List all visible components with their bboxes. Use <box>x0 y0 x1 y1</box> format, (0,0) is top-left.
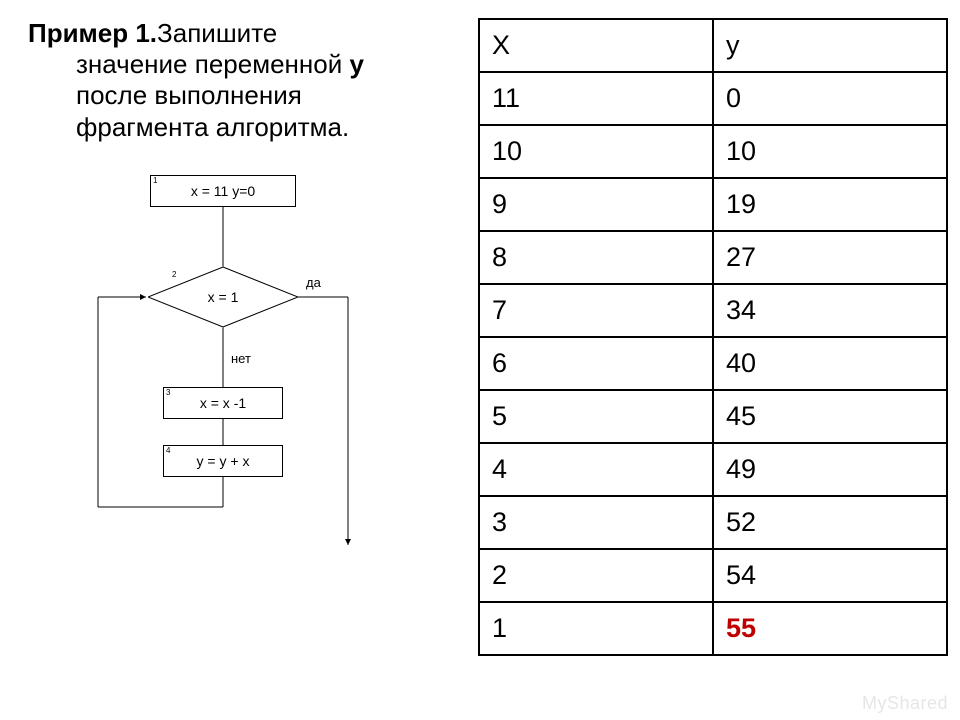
flowchart: 1 x = 11 y=0 2 x = 1 да нет 3 x = x -1 <box>88 167 408 567</box>
table-cell: 10 <box>713 125 947 178</box>
table-cell: 4 <box>479 443 713 496</box>
table-header-cell: y <box>713 19 947 72</box>
table-cell: 7 <box>479 284 713 337</box>
flowchart-box-4: 4 y = y + x <box>163 445 283 477</box>
box4-text: y = y + x <box>197 453 250 469</box>
table-cell: 0 <box>713 72 947 125</box>
box3-text: x = x -1 <box>200 395 246 411</box>
table-cell: 1 <box>479 602 713 655</box>
flowchart-box-1: 1 x = 11 y=0 <box>150 175 296 207</box>
flowchart-decision: 2 x = 1 <box>148 267 298 327</box>
watermark: MyShared <box>862 693 948 714</box>
trace-table: Xy1101010919827734640545449352254155 <box>478 18 948 656</box>
table-cell: 8 <box>479 231 713 284</box>
box1-text: x = 11 y=0 <box>191 183 255 199</box>
table-cell: 3 <box>479 496 713 549</box>
table-cell: 6 <box>479 337 713 390</box>
table-cell: 52 <box>713 496 947 549</box>
task-var-bold: у <box>349 49 363 79</box>
decision-text: x = 1 <box>148 289 298 305</box>
task-line2: значение переменной <box>76 49 349 79</box>
task-title-bold: Пример 1. <box>28 18 157 48</box>
task-text: Пример 1.Запишите значение переменной у … <box>28 18 458 143</box>
task-title-rest: Запишите <box>157 18 277 48</box>
box4-num: 4 <box>166 446 170 456</box>
table-cell: 45 <box>713 390 947 443</box>
table-cell: 27 <box>713 231 947 284</box>
table-cell: 19 <box>713 178 947 231</box>
box3-num: 3 <box>166 388 170 398</box>
box1-num: 1 <box>153 176 157 186</box>
task-line4: фрагмента алгоритма. <box>76 112 458 143</box>
table-cell: 11 <box>479 72 713 125</box>
yes-label: да <box>306 275 321 290</box>
table-header-cell: X <box>479 19 713 72</box>
table-cell: 34 <box>713 284 947 337</box>
table-cell: 2 <box>479 549 713 602</box>
no-label: нет <box>231 351 251 366</box>
table-cell: 10 <box>479 125 713 178</box>
table-result-cell: 55 <box>713 602 947 655</box>
decision-num: 2 <box>172 270 176 279</box>
task-line3: после выполнения <box>76 80 458 111</box>
table-cell: 5 <box>479 390 713 443</box>
table-cell: 54 <box>713 549 947 602</box>
table-cell: 49 <box>713 443 947 496</box>
table-cell: 40 <box>713 337 947 390</box>
flowchart-box-3: 3 x = x -1 <box>163 387 283 419</box>
flowchart-lines <box>88 167 408 567</box>
table-cell: 9 <box>479 178 713 231</box>
